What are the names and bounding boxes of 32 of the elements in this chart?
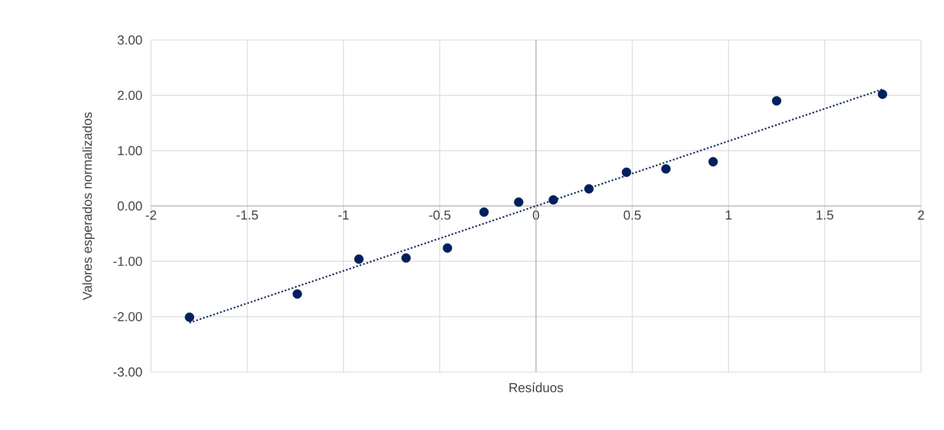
y-tick-label: 0.00 [118, 201, 142, 211]
y-tick-label: -2.00 [113, 312, 142, 322]
y-tick-label: 1.00 [118, 146, 142, 156]
point [401, 253, 411, 263]
y-tick-label: 3.00 [118, 35, 142, 45]
y-tick-label: -3.00 [113, 367, 142, 377]
x-tick-label: 0.5 [624, 210, 641, 220]
y-tick-label: 2.00 [118, 90, 142, 100]
point [772, 96, 782, 106]
point [661, 164, 671, 174]
point [514, 197, 524, 207]
point [442, 243, 452, 253]
x-tick-label: 1.5 [816, 210, 834, 220]
x-axis-title: Resíduos [510, 382, 563, 392]
y-tick-label: -1.00 [113, 256, 142, 266]
x-tick-label: -1 [338, 210, 349, 220]
point [479, 207, 489, 217]
point [292, 289, 302, 299]
x-tick-label: -2 [146, 210, 156, 220]
point [184, 312, 194, 322]
x-tick-label: 0 [532, 210, 540, 220]
point [622, 168, 632, 177]
point [548, 195, 558, 205]
point [878, 90, 888, 99]
y-axis-title: Valores esperados normalizados [82, 112, 94, 300]
point [584, 184, 594, 194]
point [708, 157, 718, 166]
point [354, 254, 364, 264]
x-tick-label: 2 [918, 210, 924, 220]
x-tick-label: 1 [726, 210, 732, 220]
x-tick-label: -0.5 [429, 210, 450, 220]
x-tick-label: -1.5 [236, 210, 258, 220]
